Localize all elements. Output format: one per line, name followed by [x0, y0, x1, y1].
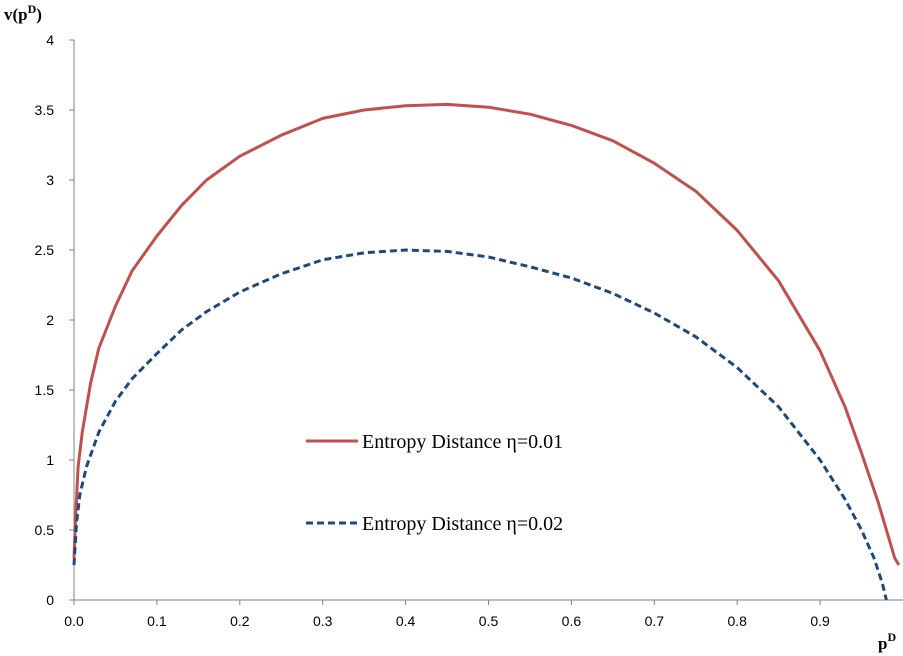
y-axis-title-sup: D	[28, 2, 37, 16]
legend-entry-1: Entropy Distance η=0.01	[306, 431, 563, 453]
y-axis-title-close: )	[36, 5, 42, 24]
x-axis-title-sup: D	[887, 630, 896, 644]
y-tick-label: 1.5	[35, 382, 55, 398]
x-tick-label: 0.8	[727, 613, 747, 629]
legend: Entropy Distance η=0.01 Entropy Distance…	[306, 431, 563, 535]
y-axis-title-base: v(p	[4, 5, 28, 24]
x-tick-label: 0.0	[64, 613, 84, 629]
y-tick-label: 4	[46, 32, 54, 48]
y-tick-label: 0.5	[35, 522, 55, 538]
x-tick-label: 0.5	[479, 613, 499, 629]
legend-entry-2: Entropy Distance η=0.02	[306, 513, 563, 535]
y-tick-label: 2	[46, 312, 54, 328]
series-line-2	[72, 248, 888, 601]
y-tick-label: 3	[46, 172, 54, 188]
x-tick-label: 0.3	[313, 613, 333, 629]
y-tick-label: 2.5	[35, 242, 55, 258]
y-tick-label: 0	[46, 592, 54, 608]
x-tick-label: 0.7	[645, 613, 665, 629]
x-axis-title: pD	[878, 630, 896, 653]
x-tick-group: 0.0 0.1 0.2 0.3 0.4 0.5 0.6 0.7 0.8 0.9	[64, 600, 830, 629]
x-tick-label: 0.9	[810, 613, 830, 629]
y-tick-label: 1	[46, 452, 54, 468]
x-tick-label: 0.6	[562, 613, 582, 629]
series-group	[72, 102, 901, 601]
legend-label-1: Entropy Distance η=0.01	[362, 431, 563, 453]
x-tick-label: 0.1	[147, 613, 167, 629]
plot-area: 00.511.522.533.54 0.0 0.1 0.2 0.3 0.4 0.5 0.6 0…	[35, 32, 903, 629]
x-tick-label: 0.2	[230, 613, 250, 629]
x-tick-label: 0.4	[396, 613, 416, 629]
y-tick-label: 3.5	[35, 102, 55, 118]
x-axis-title-base: p	[878, 634, 887, 653]
y-tick-group: 0 0.5 1 1.5 2 2.5 3 3.5 4	[35, 32, 74, 608]
legend-label-2: Entropy Distance η=0.02	[362, 513, 563, 535]
y-axis-title: v(pD)	[4, 2, 42, 24]
series-line-1	[72, 102, 901, 566]
